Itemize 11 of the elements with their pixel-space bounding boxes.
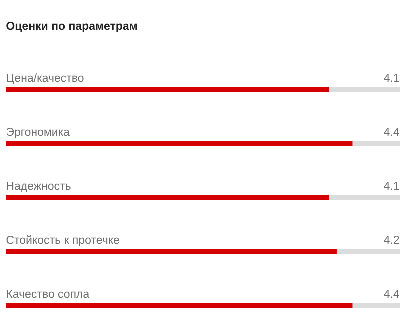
data-label: 4.4 bbox=[384, 128, 400, 136]
data-label: 4.2 bbox=[384, 236, 400, 244]
chart-title: Оценки по параметрам bbox=[6, 22, 138, 32]
y-tick-label: Стойкость к протечке bbox=[6, 235, 120, 246]
y-tick-label: Цена/качество bbox=[7, 74, 84, 84]
data-label: 4.1 bbox=[384, 182, 400, 190]
y-tick-label: Эргономика bbox=[6, 128, 70, 138]
y-tick-label: Качество сопла bbox=[7, 290, 90, 298]
data-label: 4.4 bbox=[384, 290, 400, 298]
data-label: 4.1 bbox=[384, 74, 400, 82]
y-tick-label: Надежность bbox=[7, 182, 71, 192]
